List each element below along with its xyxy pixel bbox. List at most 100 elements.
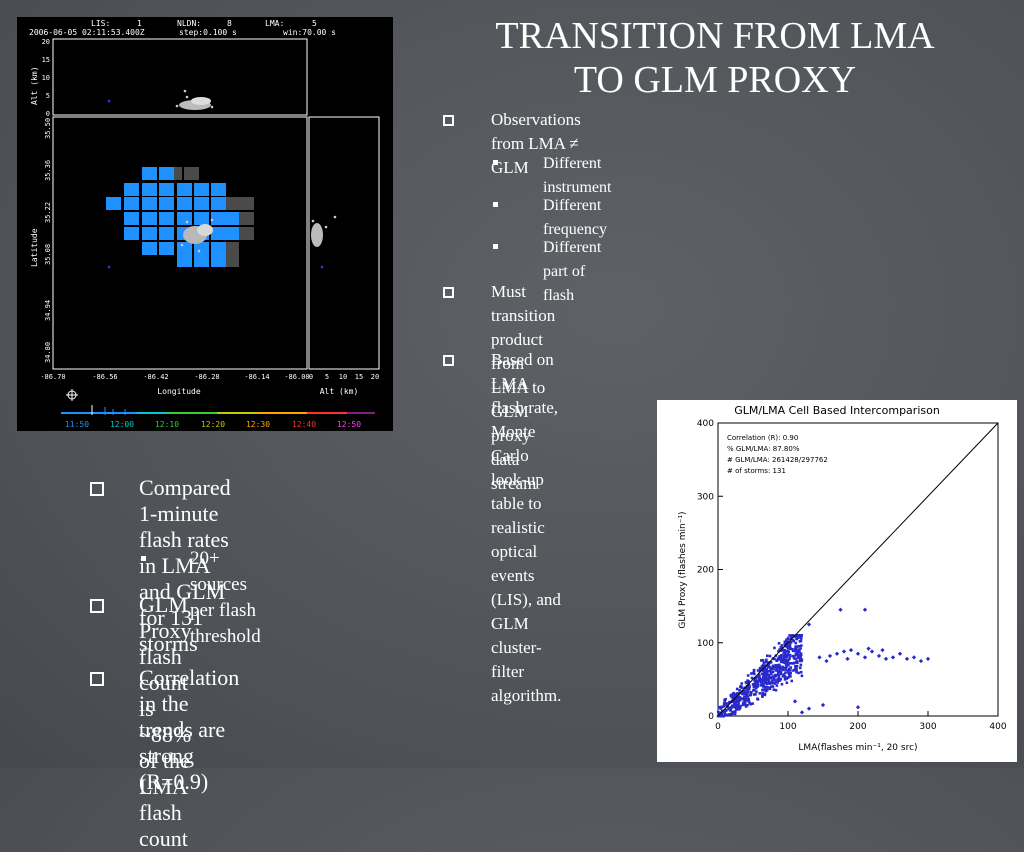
data-point [767, 673, 771, 677]
time-ticks: 11:50 12:00 12:10 12:20 12:30 12:40 12:5… [65, 420, 361, 429]
time-tick: 12:10 [155, 420, 179, 429]
nldn-marker [107, 99, 111, 103]
data-point [768, 661, 772, 664]
data-point [789, 666, 793, 669]
data-point [838, 607, 843, 612]
data-point [737, 705, 740, 709]
data-point [791, 654, 795, 658]
data-point [766, 664, 770, 667]
checkbox-bullet-icon [443, 115, 454, 126]
data-point [777, 642, 781, 645]
alt-x-axis-label: Alt (km) [320, 387, 359, 396]
data-point [783, 678, 787, 681]
data-point [789, 654, 792, 658]
y-tick-label: 400 [697, 419, 714, 429]
lon-tick: -86.70 [40, 373, 65, 381]
lon-tick: -86.56 [92, 373, 117, 381]
data-point [741, 692, 744, 696]
data-point [758, 666, 762, 670]
x-tick-label: 200 [849, 722, 866, 732]
data-point [767, 661, 770, 664]
square-bullet-icon [493, 160, 498, 165]
nldn-marker [320, 265, 324, 269]
data-point [783, 648, 787, 652]
bullet-line: and GLM for 131 storms [139, 579, 226, 656]
data-point [746, 695, 750, 698]
data-point [767, 677, 771, 680]
data-point [767, 669, 770, 673]
lat-tick: 35.08 [44, 244, 52, 265]
time-tick: 12:20 [201, 420, 225, 429]
data-point [918, 658, 924, 664]
data-point [718, 711, 721, 715]
data-point [769, 668, 772, 672]
data-point [794, 657, 798, 661]
data-point [747, 680, 751, 683]
lma-source-points [180, 218, 214, 253]
data-point [740, 697, 744, 701]
data-point [768, 687, 772, 691]
data-point [862, 607, 868, 612]
data-point [734, 693, 737, 696]
data-point [794, 634, 798, 637]
data-point [777, 663, 780, 667]
data-point [786, 650, 789, 653]
data-point [787, 671, 790, 675]
data-point [722, 704, 726, 708]
data-point [777, 671, 780, 675]
data-point [725, 708, 728, 712]
data-point [735, 700, 739, 703]
data-point [776, 657, 780, 660]
time-tick: 12:30 [246, 420, 270, 429]
data-point [744, 705, 748, 708]
data-point [773, 657, 776, 661]
bullet-line: (R=0.9) [139, 769, 209, 794]
alt-lat-points [311, 215, 337, 247]
data-point [732, 696, 736, 700]
data-point [780, 682, 784, 686]
data-point [717, 705, 721, 709]
y-tick-label: 300 [697, 492, 714, 502]
data-point [761, 672, 764, 676]
data-point [799, 634, 803, 637]
data-point [794, 664, 797, 668]
checkbox-bullet-icon [443, 287, 454, 298]
alt-tick: 5 [46, 92, 50, 100]
nldn-marker [107, 265, 111, 269]
data-point [792, 699, 798, 704]
data-point [855, 705, 861, 710]
title-line-1: TRANSITION FROM LMA [495, 15, 935, 57]
header-window: win:70.00 s [283, 28, 336, 37]
header-lma-label: LMA: [265, 19, 284, 28]
data-point [764, 688, 767, 691]
data-point [753, 686, 756, 689]
data-point [735, 697, 739, 701]
data-point [724, 713, 728, 716]
crosshair-icon[interactable] [66, 389, 78, 401]
title-line-2: TO GLM PROXY [573, 59, 857, 101]
lon-tick: -86.28 [194, 373, 219, 381]
data-point [723, 698, 726, 702]
data-point [752, 668, 756, 672]
alt-x-ticks: 0 5 10 15 20 [309, 373, 379, 381]
data-point [733, 712, 737, 716]
data-point [779, 672, 783, 676]
data-point [787, 669, 790, 672]
data-point [738, 706, 742, 710]
data-point [793, 667, 797, 671]
data-point [778, 655, 782, 658]
data-point [778, 679, 781, 682]
data-point [764, 660, 768, 664]
y-tick-group: 0 100 200 300 400 [697, 419, 723, 722]
data-point [785, 665, 788, 669]
data-point [733, 700, 737, 704]
data-point [758, 673, 761, 677]
checkbox-bullet-icon [90, 672, 104, 686]
data-point [793, 647, 797, 651]
data-point [743, 700, 747, 704]
one-to-one-line [717, 422, 999, 717]
data-point [750, 672, 753, 675]
lma-radar-panel: LIS: 1 NLDN: 8 LMA: 5 2006-06-05 02:11:5… [17, 17, 393, 431]
data-point [799, 639, 803, 643]
square-bullet-icon [141, 556, 146, 561]
